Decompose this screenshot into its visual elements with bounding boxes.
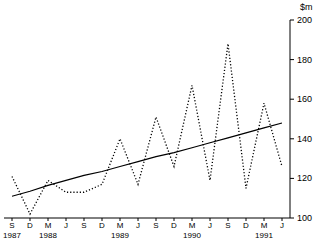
x-tick-label: S xyxy=(153,221,158,230)
y-axis-label: $m xyxy=(300,2,313,12)
y-tick-label: 180 xyxy=(297,55,312,65)
x-tick-label: M xyxy=(189,221,196,230)
series-line xyxy=(12,44,282,214)
x-tick-label: J xyxy=(64,221,68,230)
y-axis xyxy=(290,20,291,218)
x-year-label: 1990 xyxy=(183,231,201,240)
x-year-label: 1989 xyxy=(111,231,129,240)
y-tick-label: 100 xyxy=(297,213,312,223)
x-year-label: 1988 xyxy=(39,231,57,240)
y-tick xyxy=(290,20,294,21)
x-tick-label: M xyxy=(261,221,268,230)
x-tick-label: D xyxy=(171,221,177,230)
x-tick-label: M xyxy=(45,221,52,230)
y-tick xyxy=(290,178,294,179)
x-year-label: 1991 xyxy=(255,231,273,240)
plot-area xyxy=(12,44,282,214)
y-tick xyxy=(290,218,294,219)
y-tick-label: 200 xyxy=(297,15,312,25)
y-tick-label: 120 xyxy=(297,173,312,183)
x-tick-label: S xyxy=(9,221,14,230)
y-tick-label: 160 xyxy=(297,94,312,104)
y-tick xyxy=(290,99,294,100)
x-tick-label: D xyxy=(27,221,33,230)
x-tick-label: D xyxy=(243,221,249,230)
x-year-label: 1987 xyxy=(3,231,21,240)
x-tick-label: M xyxy=(117,221,124,230)
x-tick-label: S xyxy=(81,221,86,230)
x-tick-label: S xyxy=(225,221,230,230)
x-tick-label: J xyxy=(136,221,140,230)
chart: 100120140160180200$mS1987DM1988JSDM1989J… xyxy=(0,0,332,240)
x-tick-label: J xyxy=(280,221,284,230)
y-tick-label: 140 xyxy=(297,134,312,144)
y-tick xyxy=(290,59,294,60)
x-tick-label: D xyxy=(99,221,105,230)
series-line xyxy=(12,123,282,196)
x-tick-label: J xyxy=(208,221,212,230)
x-axis xyxy=(4,218,290,219)
y-tick xyxy=(290,138,294,139)
